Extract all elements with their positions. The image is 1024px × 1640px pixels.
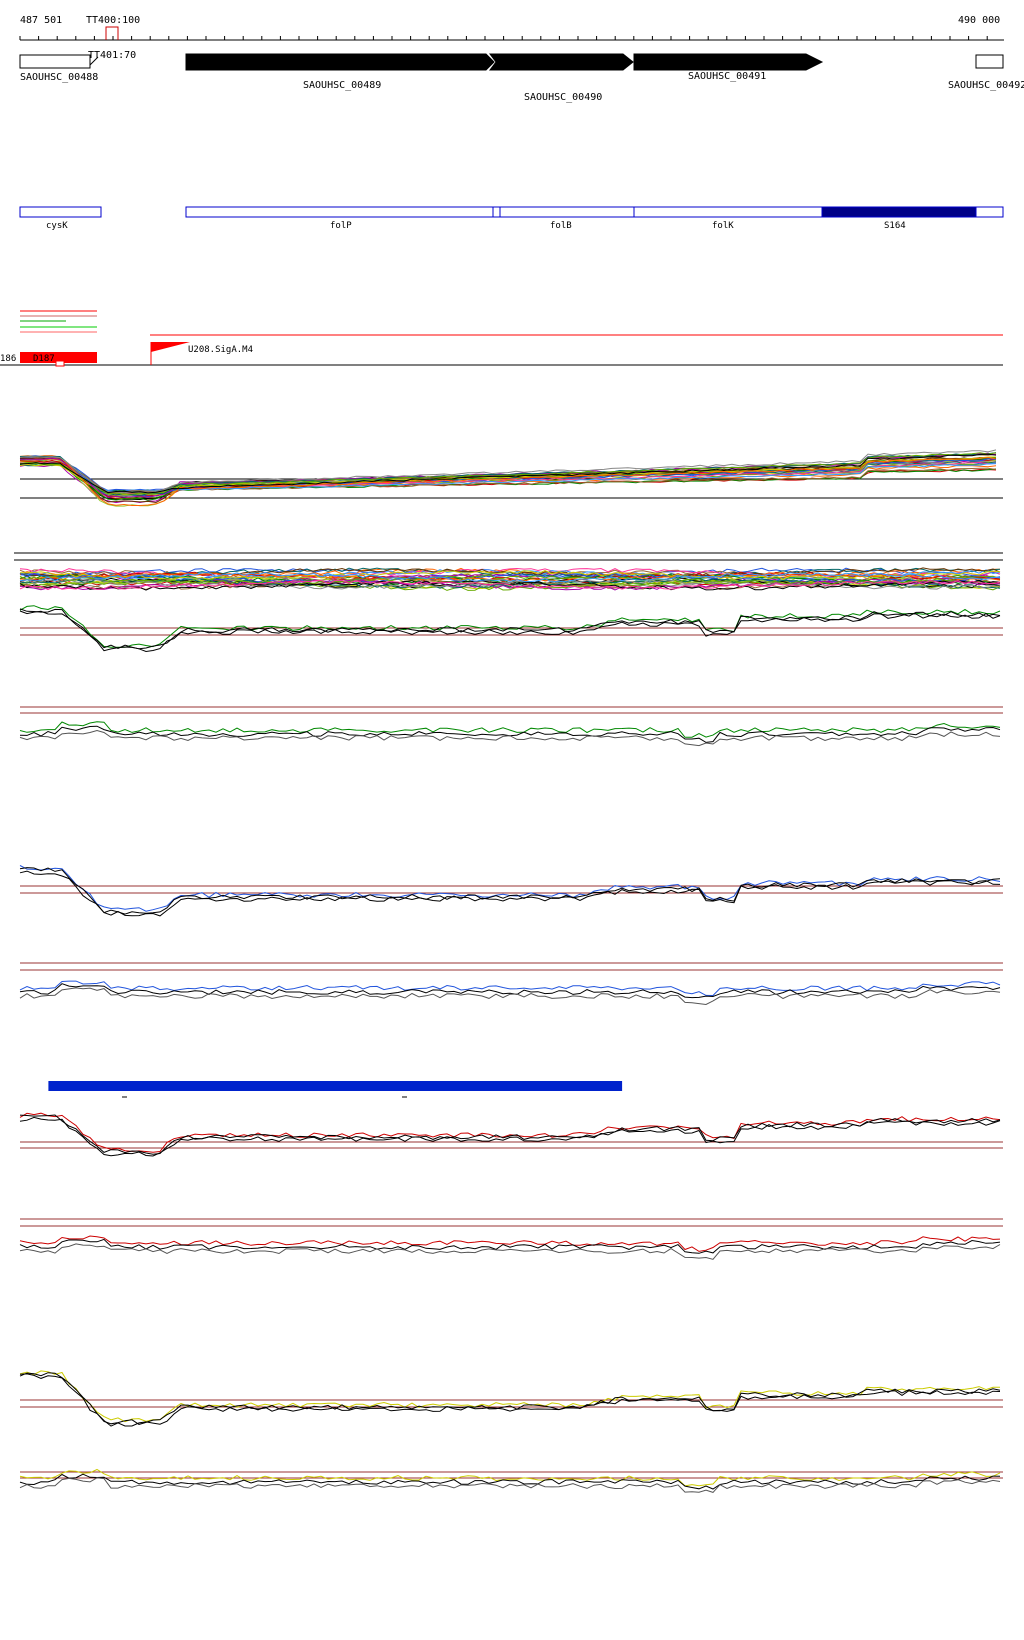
signal-line <box>19 1243 1001 1260</box>
overlay-line <box>19 571 1001 583</box>
signal-line <box>19 987 1001 1006</box>
signal-line <box>19 865 1001 912</box>
feature-track: 186 D187 U208.SigA.M4 <box>0 310 1003 367</box>
gene-saouhsc-00491[interactable]: SAOUHSC_00491 <box>633 53 824 82</box>
gene-saouhsc-00490[interactable]: SAOUHSC_00490 <box>489 53 634 103</box>
gene-label: SAOUHSC_00491 <box>688 71 766 82</box>
overlay-line <box>19 579 1001 591</box>
annotation-folb[interactable]: folB <box>492 206 635 231</box>
overlay-line <box>19 449 997 494</box>
gene-label: SAOUHSC_00492 <box>948 80 1024 91</box>
overlay-line <box>19 462 997 493</box>
annotation-s164[interactable]: S164 <box>821 206 1004 231</box>
signal-line <box>19 1116 1001 1157</box>
overlay-line <box>19 453 997 494</box>
annotation-label: S164 <box>884 221 906 231</box>
annotation-cysk[interactable]: cysK <box>19 206 102 231</box>
signal-line <box>19 1373 1001 1427</box>
ruler-start-label: 487 501 <box>20 15 62 26</box>
overlay-line <box>19 579 1001 591</box>
signal-line <box>19 983 1001 999</box>
highlight-region[interactable] <box>48 1081 623 1098</box>
signal-line <box>19 1473 1001 1490</box>
signal-line <box>19 725 1001 743</box>
gene-track: SAOUHSC_00488 SAOUHSC_00489 SAOUHSC_0049… <box>19 53 1024 103</box>
overlay-line <box>20 569 1001 580</box>
signal-line <box>19 870 1001 917</box>
signal-line <box>19 1370 1000 1423</box>
ruler-ticks <box>19 36 988 40</box>
feature-row-label: 186 <box>0 354 16 364</box>
feature-label: U208.SigA.M4 <box>188 345 253 355</box>
expression-tracks <box>14 449 1003 1493</box>
signal-line <box>19 1238 1001 1254</box>
overlay-line <box>19 452 997 495</box>
annotation-label: folB <box>550 221 572 231</box>
signal-line <box>19 1372 1001 1425</box>
ruler-end-label: 490 000 <box>958 15 1000 26</box>
annotation-folp[interactable]: folP <box>185 206 494 231</box>
gene-saouhsc-00489[interactable]: SAOUHSC_00489 <box>185 53 495 91</box>
gene-label: SAOUHSC_00489 <box>303 80 381 91</box>
feature-label: D187 <box>33 354 55 364</box>
signal-line <box>19 729 1001 747</box>
feature-u208-siga-m4[interactable]: U208.SigA.M4 <box>150 342 253 365</box>
signal-line <box>19 605 1001 648</box>
overlay-line <box>19 455 997 506</box>
annotation-label: folK <box>712 221 734 231</box>
terminator-tt401-label: TT401:70 <box>88 50 136 61</box>
overlay-line <box>19 574 1001 585</box>
annotation-label: folP <box>330 221 352 231</box>
terminator-tt400-label: TT400:100 <box>86 15 140 26</box>
signal-line <box>19 1468 1001 1487</box>
overlay-line <box>19 576 1001 587</box>
gene-saouhsc-00488[interactable]: SAOUHSC_00488 <box>19 54 98 83</box>
signal-line <box>19 980 1001 997</box>
terminator-tt401[interactable]: TT401:70 <box>87 50 136 68</box>
annotation-track: cysK folP folB folK S164 <box>19 206 1004 231</box>
signal-line <box>19 610 1001 653</box>
annotation-label: cysK <box>46 221 68 231</box>
gene-saouhsc-00492[interactable]: SAOUHSC_00492 <box>948 54 1024 91</box>
blue-region-bar <box>48 1081 623 1091</box>
coordinate-ruler: 487 501 490 000 TT400:100 TT401:70 <box>19 15 1004 68</box>
signal-line <box>19 1114 1001 1155</box>
annotation-folk[interactable]: folK <box>633 206 823 231</box>
signal-line <box>19 1477 1001 1493</box>
terminator-tt400[interactable]: TT400:100 <box>86 15 140 40</box>
gene-label: SAOUHSC_00488 <box>20 72 98 83</box>
overlay-line <box>19 571 1001 583</box>
gene-label: SAOUHSC_00490 <box>524 92 602 103</box>
feature-d187[interactable]: D187 <box>20 352 97 367</box>
signal-line <box>19 721 1001 738</box>
signal-line <box>19 867 1001 915</box>
